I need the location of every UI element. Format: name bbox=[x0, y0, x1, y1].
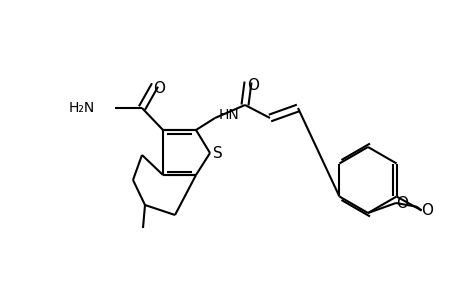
Text: O: O bbox=[420, 203, 433, 218]
Text: O: O bbox=[153, 80, 165, 95]
Text: O: O bbox=[246, 77, 258, 92]
Text: S: S bbox=[213, 146, 223, 160]
Text: O: O bbox=[395, 196, 407, 211]
Text: HN: HN bbox=[218, 108, 239, 122]
Text: H₂N: H₂N bbox=[68, 101, 95, 115]
